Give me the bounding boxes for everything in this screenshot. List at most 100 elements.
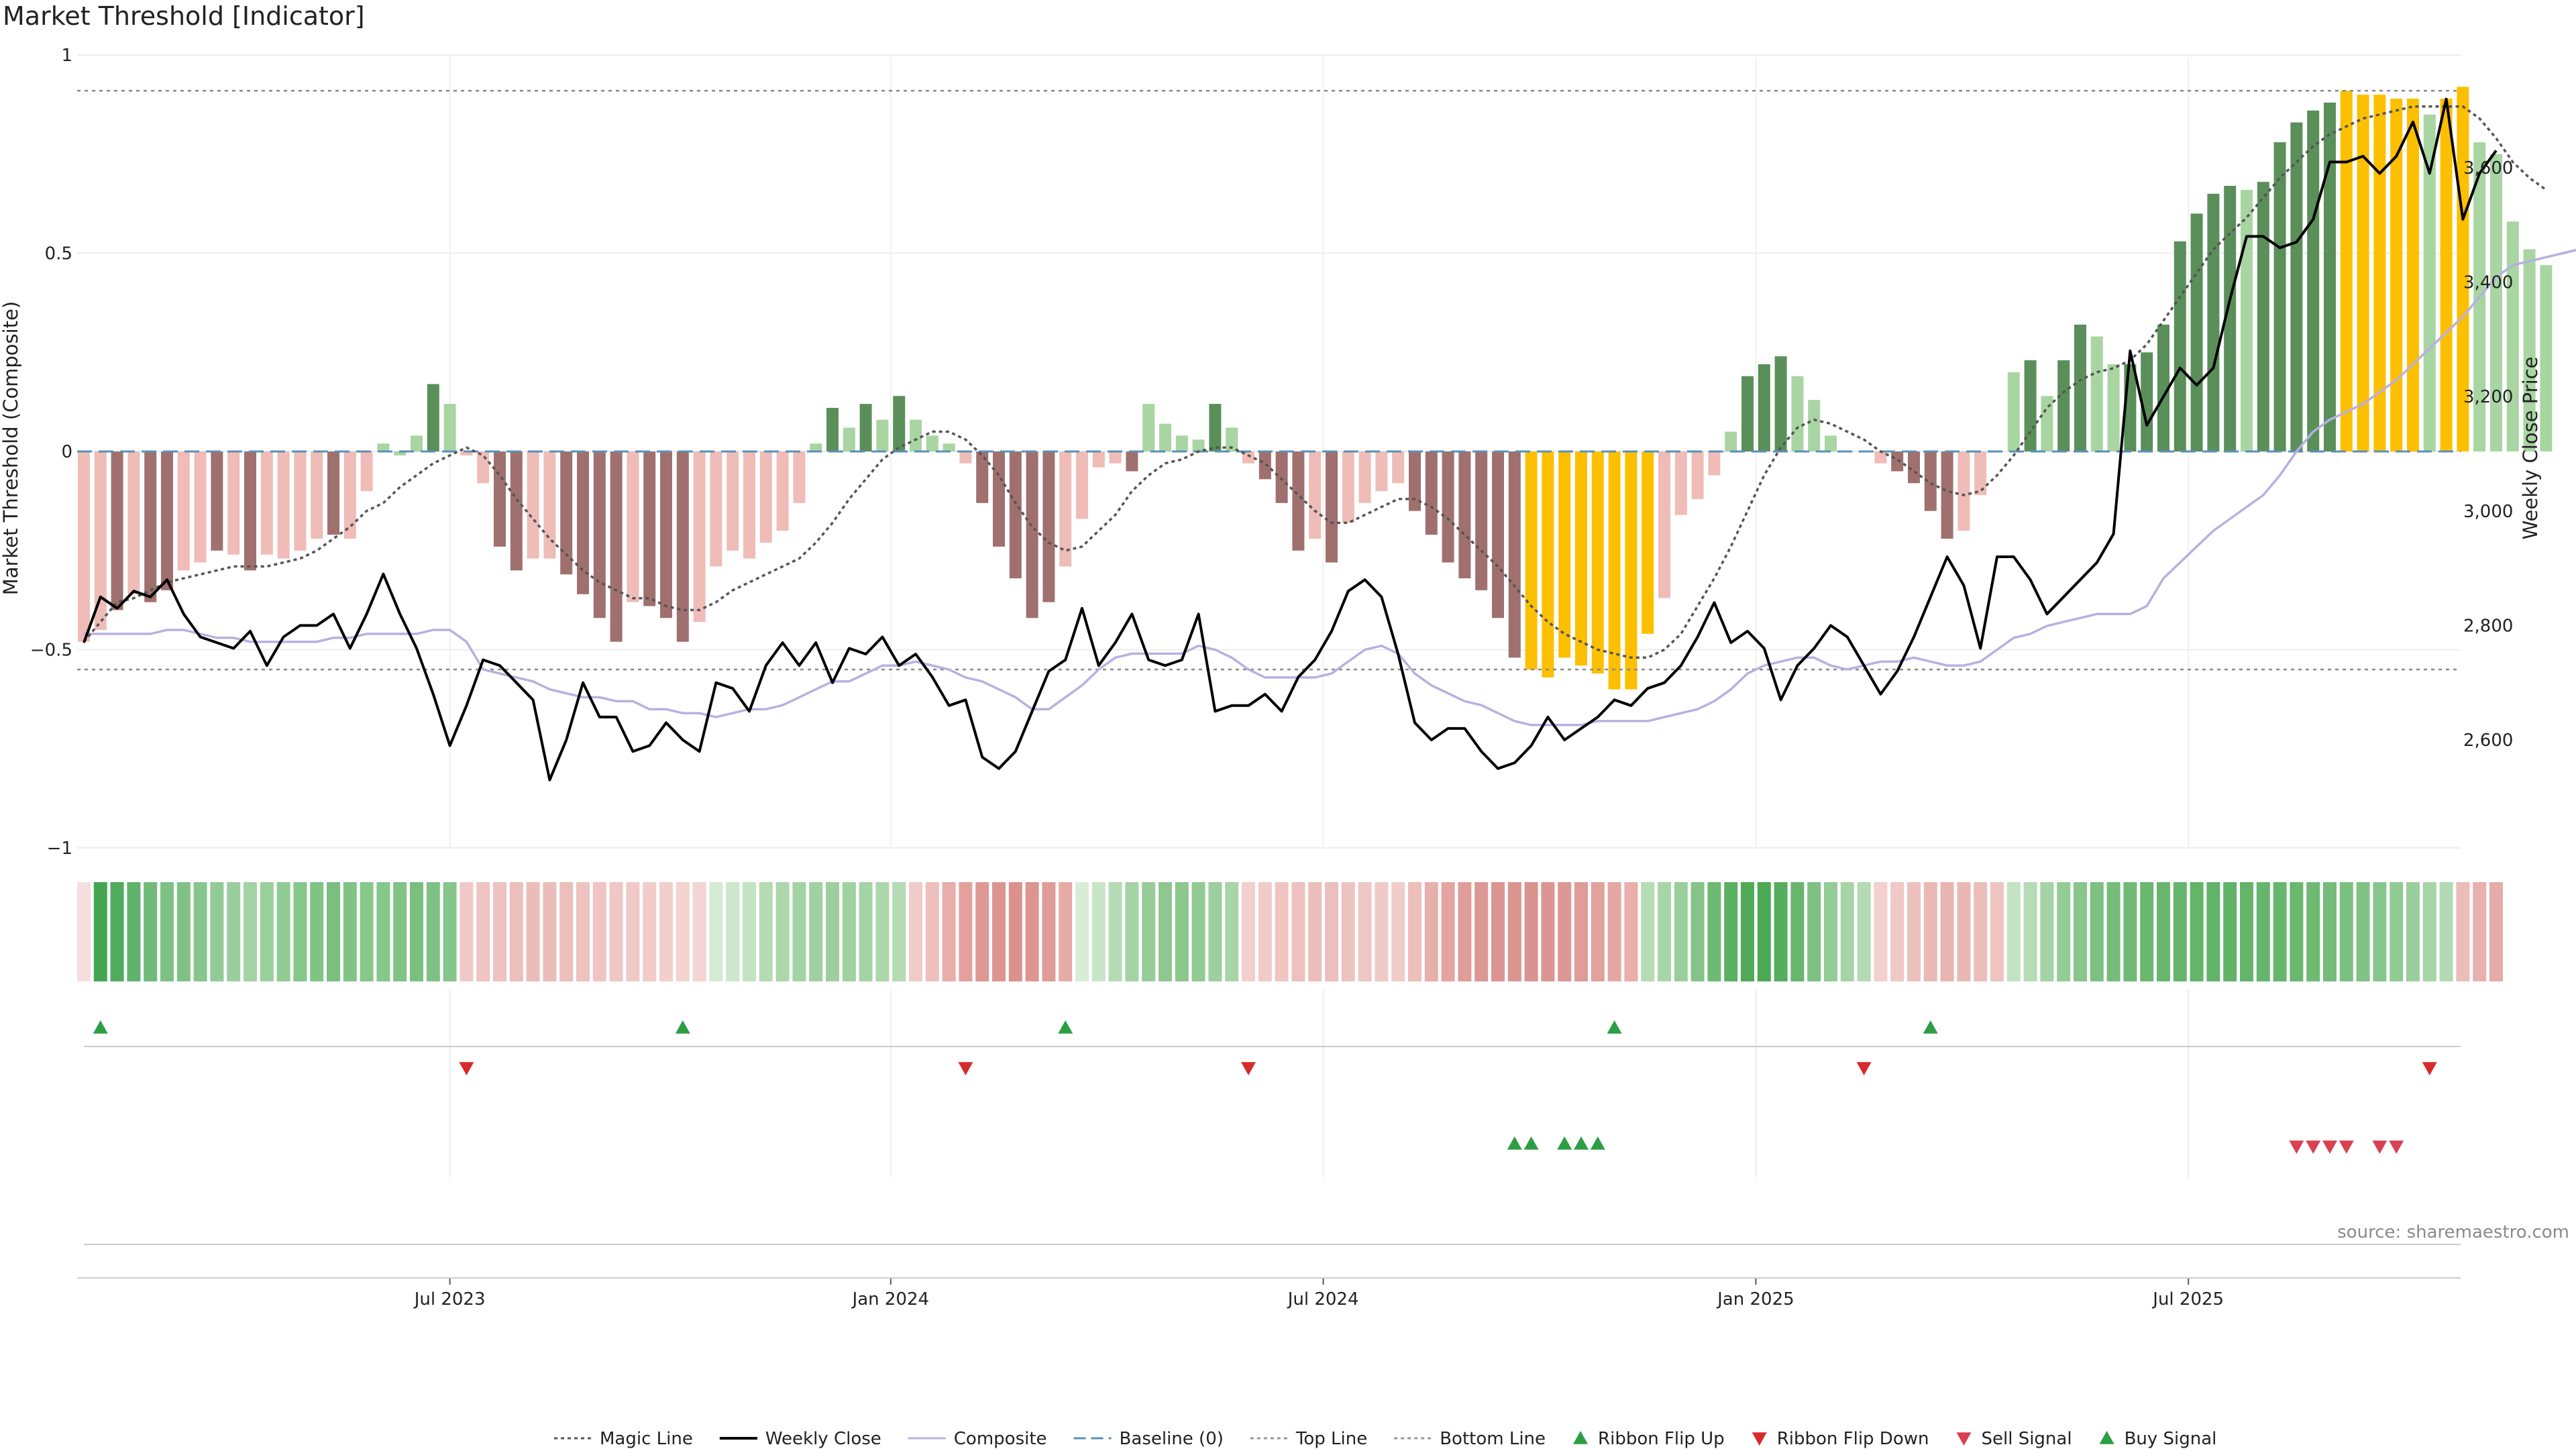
ribbon-flip-up-marker: [1607, 1020, 1622, 1034]
composite-bar: [1042, 451, 1055, 602]
composite-bar: [810, 443, 822, 451]
ribbon-cell: [1258, 882, 1272, 981]
composite-bar: [144, 451, 157, 602]
composite-bar: [2307, 110, 2320, 452]
ribbon-cell: [2306, 882, 2320, 981]
ribbon-cell: [93, 882, 107, 981]
ribbon-cell: [1142, 882, 1156, 981]
ribbon-cell: [2356, 882, 2370, 981]
ribbon-cell: [875, 882, 890, 981]
composite-bar: [1258, 451, 1271, 480]
composite-bar: [527, 451, 539, 559]
sell-signal-marker: [2289, 1140, 2304, 1154]
ribbon-cell: [2406, 882, 2420, 981]
composite-bar: [577, 451, 589, 594]
sell-signal-marker: [2322, 1140, 2337, 1154]
legend-label: Magic Line: [600, 1429, 693, 1449]
x-tick-label: Jul 2024: [1287, 1289, 1359, 1309]
ribbon-cell: [310, 882, 324, 981]
composite-bar: [1326, 451, 1338, 563]
legend-label: Composite: [954, 1429, 1047, 1449]
ribbon-cell: [1341, 882, 1355, 981]
composite-bar: [1409, 451, 1421, 511]
buy-signal-marker: [1523, 1136, 1539, 1150]
legend-label: Top Line: [1295, 1429, 1367, 1449]
composite-bar: [277, 451, 290, 559]
composite-bar: [610, 451, 623, 642]
composite-bar: [394, 451, 407, 455]
ribbon-cell: [426, 882, 440, 981]
ribbon-cell: [493, 882, 506, 981]
composite-bar: [1725, 431, 1737, 451]
ribbon-cell: [2290, 882, 2304, 981]
ribbon-cell: [526, 882, 540, 981]
ribbon-flip-up-marker: [1923, 1020, 1938, 1034]
composite-bar: [477, 451, 490, 484]
composite-bar: [893, 396, 906, 451]
composite-bar: [510, 451, 523, 571]
ribbon-cell: [2023, 882, 2037, 981]
composite-bar: [793, 451, 806, 503]
legend-label: Ribbon Flip Up: [1598, 1429, 1725, 1449]
ribbon-cell: [443, 882, 457, 981]
composite-bar: [2207, 193, 2220, 451]
composite-bar: [1808, 400, 1821, 451]
composite-bar: [2074, 324, 2086, 451]
ribbon-cell: [1558, 882, 1572, 981]
composite-bar: [2340, 91, 2353, 451]
ribbon-cell: [110, 882, 124, 981]
ribbon-cell: [1757, 882, 1771, 981]
composite-bar: [1924, 451, 1937, 511]
ribbon-cell: [476, 882, 490, 981]
x-tick-label: Jan 2024: [851, 1289, 930, 1309]
composite-bar: [1242, 451, 1254, 464]
ribbon-cell: [460, 882, 474, 981]
ribbon-flip-down-marker: [1856, 1062, 1872, 1075]
composite-bar: [959, 451, 972, 464]
ribbon-cell: [2422, 882, 2436, 981]
composite-bar: [227, 451, 240, 555]
ribbon-cell: [1591, 882, 1605, 981]
composite-bar: [78, 451, 90, 642]
composite-bar: [2324, 102, 2336, 452]
composite-bar: [1791, 376, 1804, 451]
legend: Magic Line Weekly Close Composite Baseline …: [554, 1429, 2216, 1449]
ribbon-cell: [576, 882, 590, 981]
ribbon-cell: [2323, 882, 2337, 981]
composite-bar: [427, 384, 439, 451]
composite-bar: [1275, 451, 1288, 503]
legend-swatch: [1573, 1431, 1589, 1444]
ribbon-cell: [626, 882, 640, 981]
ribbon-cell: [1025, 882, 1039, 981]
composite-bar: [593, 451, 606, 619]
ribbon-cell: [260, 882, 274, 981]
ribbon-cell: [376, 882, 390, 981]
y-right-axis-label: Weekly Close Price: [2519, 357, 2542, 540]
sell-signal-marker: [2372, 1140, 2387, 1154]
composite-bar: [1209, 404, 1222, 451]
composite-bar: [127, 451, 140, 594]
ribbon-flip-up-marker: [1058, 1020, 1073, 1034]
ribbon-cell: [1225, 882, 1239, 981]
composite-bar: [2141, 352, 2153, 451]
composite-bar: [1292, 451, 1305, 551]
ribbon-cell: [2439, 882, 2453, 981]
composite-bar: [411, 435, 423, 451]
composite-bar: [2190, 213, 2203, 451]
ribbon-cell: [1707, 882, 1721, 981]
ribbon-cell: [1574, 882, 1588, 981]
ribbon-cell: [1940, 882, 1954, 981]
ribbon-cell: [2106, 882, 2121, 981]
composite-bar: [759, 451, 772, 543]
buy-signal-marker: [1590, 1136, 1605, 1150]
ribbon-cell: [1375, 882, 1389, 981]
composite-bar: [1525, 451, 1538, 670]
legend-label: Bottom Line: [1440, 1429, 1546, 1449]
ribbon-cell: [1474, 882, 1489, 981]
composite-bar: [1691, 451, 1704, 499]
ribbon-cell: [543, 882, 557, 981]
ribbon-strip: [77, 882, 2503, 981]
composite-bar: [2357, 95, 2369, 452]
ribbon-cell: [959, 882, 973, 981]
